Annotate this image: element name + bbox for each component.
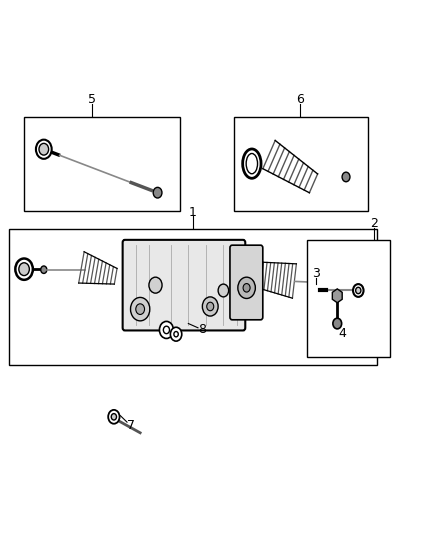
Text: 6: 6 <box>296 93 304 106</box>
Bar <box>9 229 377 365</box>
Circle shape <box>163 326 170 334</box>
Bar <box>234 117 368 211</box>
Text: 5: 5 <box>88 93 96 106</box>
Text: 2: 2 <box>371 217 378 230</box>
Text: 3: 3 <box>312 268 320 280</box>
Circle shape <box>136 304 145 314</box>
Text: 4: 4 <box>339 327 346 340</box>
Circle shape <box>170 327 182 341</box>
Circle shape <box>19 263 29 276</box>
Circle shape <box>238 277 255 298</box>
Circle shape <box>174 332 178 337</box>
Circle shape <box>131 297 150 321</box>
Circle shape <box>243 284 250 292</box>
Circle shape <box>342 172 350 182</box>
Circle shape <box>153 187 162 198</box>
Circle shape <box>159 321 173 338</box>
Text: 1: 1 <box>189 206 197 219</box>
FancyBboxPatch shape <box>123 240 245 330</box>
Circle shape <box>149 277 162 293</box>
Circle shape <box>41 266 47 273</box>
Circle shape <box>202 297 218 316</box>
Circle shape <box>111 414 117 420</box>
Circle shape <box>218 284 229 297</box>
Ellipse shape <box>246 154 258 174</box>
Text: 8: 8 <box>198 324 206 336</box>
Text: 7: 7 <box>127 419 135 432</box>
Circle shape <box>36 140 52 159</box>
Circle shape <box>15 259 33 280</box>
Bar <box>307 240 390 357</box>
Circle shape <box>353 284 364 297</box>
Circle shape <box>333 318 342 329</box>
Circle shape <box>108 410 120 424</box>
Bar <box>24 117 180 211</box>
Circle shape <box>356 287 361 294</box>
Ellipse shape <box>243 149 261 179</box>
Circle shape <box>39 143 49 155</box>
FancyBboxPatch shape <box>230 245 263 320</box>
Circle shape <box>207 302 214 311</box>
